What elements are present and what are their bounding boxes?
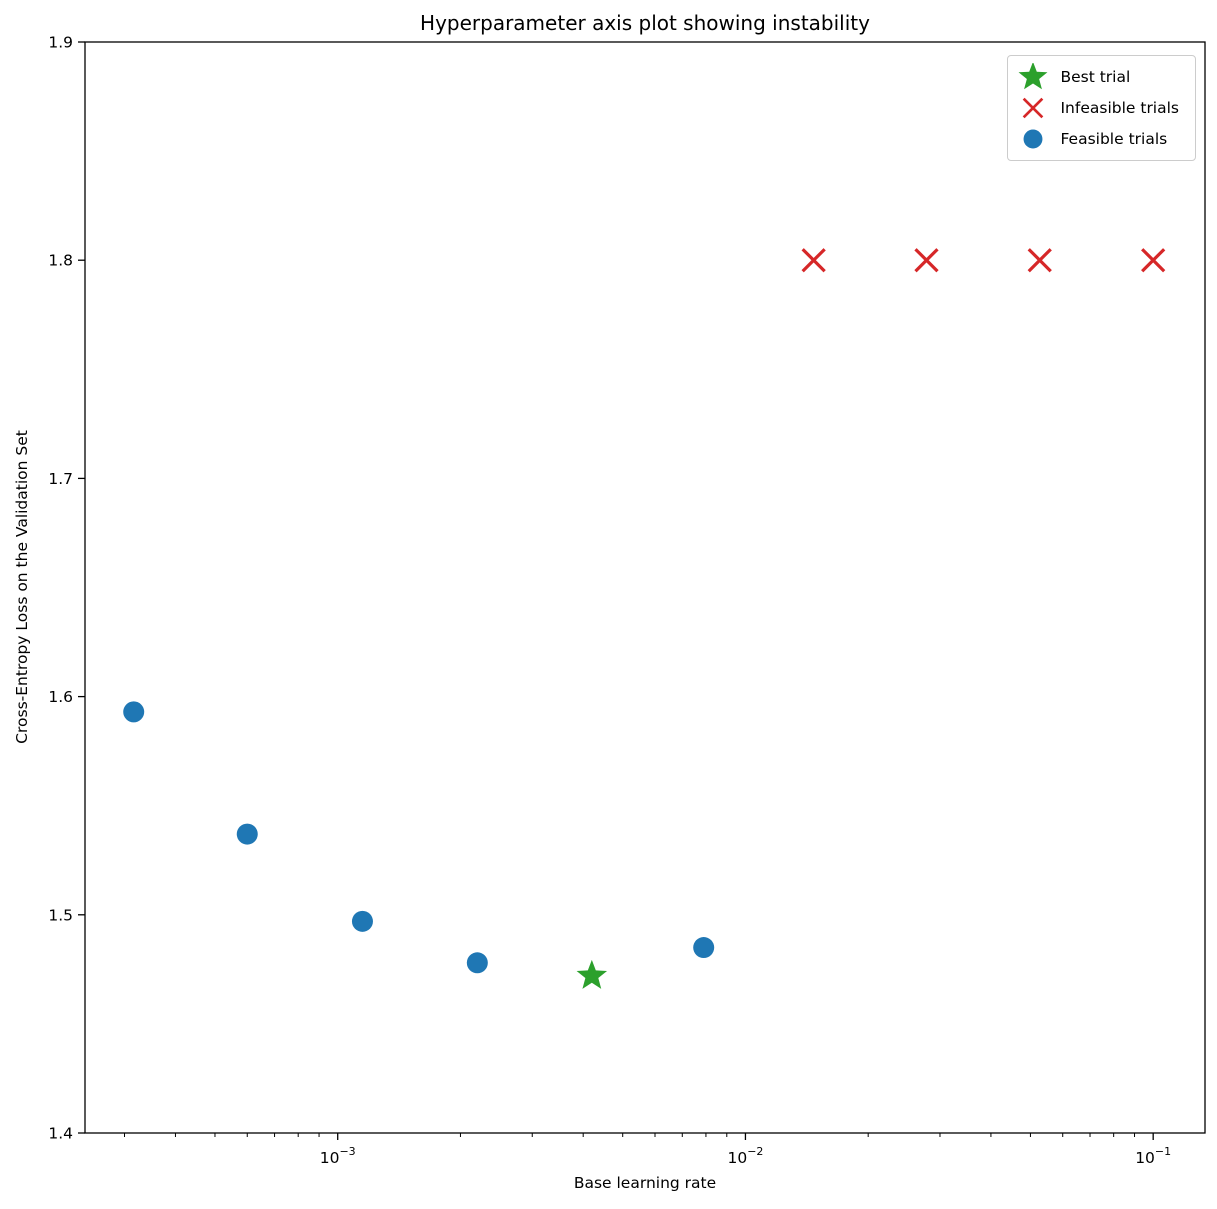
legend-entry-infeasible-trials: Infeasible trials <box>1016 93 1179 123</box>
y-tick-label: 1.6 <box>48 688 73 706</box>
legend-label-feasible-trials: Feasible trials <box>1060 130 1168 148</box>
point-circle <box>693 937 715 959</box>
x-glyph <box>1023 97 1044 119</box>
y-tick-label: 1.7 <box>48 470 73 488</box>
point-circle <box>236 823 258 845</box>
x-tick-label: 10−3 <box>320 1145 356 1167</box>
x-marker-icon <box>1023 97 1044 119</box>
y-tick-label: 1.4 <box>48 1125 73 1143</box>
point-x <box>914 248 939 273</box>
point-circle <box>466 952 488 974</box>
y-tick-label: 1.5 <box>48 906 73 924</box>
circle-glyph <box>1024 129 1043 149</box>
point-x <box>1027 248 1052 273</box>
star-glyph <box>1019 63 1048 90</box>
plot-border <box>84 41 1206 1134</box>
chart-title: Hyperparameter axis plot showing instabi… <box>420 11 870 35</box>
x-tick-label: 10−2 <box>727 1145 763 1167</box>
legend-entry-best-trial: Best trial <box>1016 62 1179 92</box>
point-star <box>576 959 608 989</box>
star-icon <box>1019 63 1048 90</box>
legend: Best trial Infeasible trials Feasible tr… <box>1007 55 1196 161</box>
y-axis-label: Cross-Entropy Loss on the Validation Set <box>13 430 31 744</box>
y-tick-label: 1.8 <box>48 252 73 270</box>
legend-label-best-trial: Best trial <box>1060 68 1131 86</box>
point-circle <box>351 910 373 932</box>
point-circle <box>123 701 145 723</box>
y-tick-label: 1.9 <box>48 34 73 52</box>
circle-marker-icon <box>1024 129 1043 149</box>
point-x <box>1141 248 1166 273</box>
point-x <box>801 248 826 273</box>
x-tick-label: 10−1 <box>1135 1145 1171 1167</box>
legend-entry-feasible-trials: Feasible trials <box>1016 124 1179 154</box>
x-axis-label: Base learning rate <box>573 1174 717 1192</box>
legend-label-infeasible-trials: Infeasible trials <box>1060 99 1179 117</box>
